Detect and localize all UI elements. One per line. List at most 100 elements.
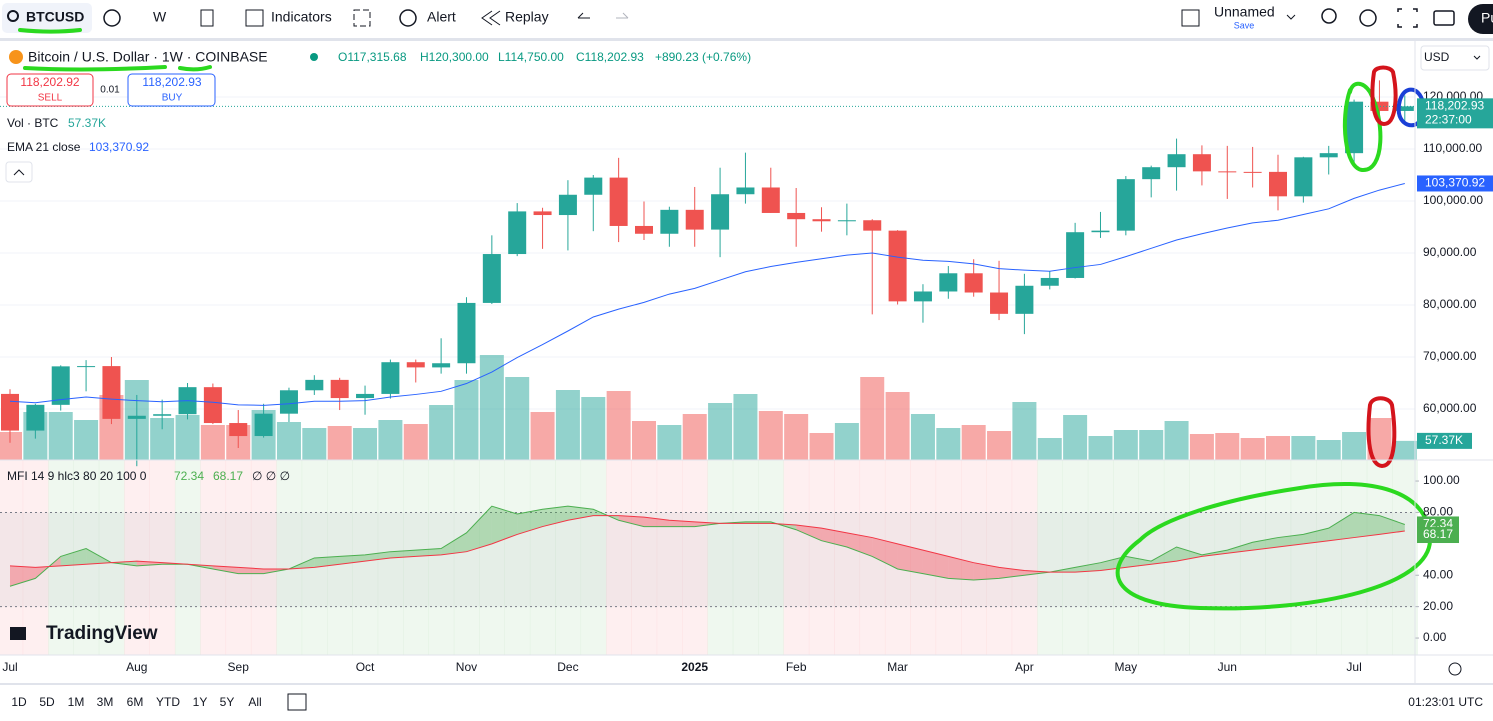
mfi-zone (1163, 460, 1190, 655)
range-button[interactable]: 1Y (193, 695, 208, 709)
y-tick-label: 100,000.00 (1423, 193, 1483, 207)
candle-body (1319, 153, 1338, 158)
volume-bar (353, 428, 378, 460)
candle-body (609, 177, 628, 226)
clock: 01:23:01 UTC (1408, 695, 1483, 709)
symbol-search[interactable] (2, 3, 92, 33)
annotation (23, 65, 212, 72)
y-tick-label: 90,000.00 (1423, 245, 1477, 259)
candle-body (863, 220, 882, 231)
mfi-zone (1366, 460, 1393, 655)
range-button[interactable]: 3M (97, 695, 114, 709)
indicators[interactable]: Indicators (271, 9, 332, 25)
axis-settings[interactable] (1448, 662, 1462, 676)
volume-bar (530, 412, 555, 460)
redo[interactable] (616, 12, 629, 19)
buy-button[interactable] (127, 73, 216, 107)
save[interactable]: Save (1234, 20, 1255, 30)
undo[interactable] (577, 12, 590, 19)
mfi-fill (10, 565, 36, 587)
y-tick-label: 110,000.00 (1423, 141, 1482, 155)
search-icon (7, 10, 19, 22)
mfi-fill (1328, 512, 1355, 541)
mfi-zone (935, 460, 962, 655)
candle-body (1167, 154, 1186, 168)
currency-select[interactable] (1420, 45, 1490, 71)
chart-type[interactable] (200, 9, 214, 27)
logo: TradingView (46, 623, 158, 644)
range-button[interactable]: 5D (39, 695, 55, 709)
mfi-zone (707, 460, 734, 655)
candle-body (254, 413, 273, 437)
volume-bar (733, 394, 758, 460)
volume-legend: Vol · BTC (7, 116, 59, 130)
legend-open: O117,315.68 (338, 50, 407, 64)
toolbar (0, 0, 1493, 38)
publish: Pu (1481, 10, 1493, 26)
candle-body (508, 211, 527, 255)
fullscreen[interactable] (1397, 8, 1418, 28)
candle-body (1040, 277, 1059, 286)
replay[interactable]: Replay (505, 9, 549, 25)
x-tick-label: Nov (456, 660, 477, 674)
mfi_signal-line (9, 515, 1405, 573)
background-layer (0, 96, 1419, 655)
range-button[interactable]: 5Y (220, 695, 235, 709)
layout-icon[interactable] (1181, 9, 1200, 27)
x-tick-label: Oct (356, 660, 375, 674)
volume-bar (936, 428, 961, 460)
date-range[interactable] (287, 693, 307, 711)
ema-label: 103,370.92 (1425, 176, 1485, 190)
range-button[interactable]: All (248, 695, 261, 709)
mfi-zone (149, 460, 176, 655)
volume-bar (1113, 430, 1138, 460)
mfi-zone (910, 460, 937, 655)
templates[interactable] (353, 9, 371, 27)
signal-legend-value: 68.17 (213, 469, 243, 483)
settings[interactable] (1359, 9, 1377, 27)
mfi-zone (986, 460, 1013, 655)
volume-bar (987, 431, 1012, 460)
interval[interactable]: W (153, 9, 167, 25)
mfi-tick-label: 0.00 (1423, 630, 1447, 644)
mfi-zone (276, 460, 303, 655)
candle-body (406, 362, 425, 368)
mfi-fill (846, 532, 873, 557)
candle-body (1015, 285, 1034, 314)
collapse-legend[interactable] (5, 161, 33, 183)
sell-button[interactable] (6, 73, 94, 107)
mfi-zone (327, 460, 353, 655)
volume-bar (555, 390, 580, 460)
layout-dropdown[interactable] (1286, 14, 1296, 20)
publish-button[interactable] (1468, 4, 1493, 34)
range-button[interactable]: 6M (127, 695, 144, 709)
mfi-zone (48, 460, 74, 655)
layout-name[interactable]: Unnamed (1214, 4, 1275, 20)
volume-legend-value: 57.37K (68, 116, 106, 130)
range-button[interactable]: 1M (68, 695, 85, 709)
candle-body (558, 194, 577, 216)
mfi-fill (948, 556, 974, 580)
candle-body (1269, 171, 1287, 197)
alert[interactable]: Alert (427, 9, 456, 25)
buy-price: 118,202.93 (142, 75, 201, 89)
mfi-zone (352, 460, 379, 655)
currency-dropdown (1473, 55, 1481, 60)
mfi-zone (656, 460, 683, 655)
snapshot[interactable] (1433, 10, 1455, 26)
candle-body (711, 194, 730, 230)
annotation (1370, 65, 1398, 127)
quick-search[interactable] (1321, 8, 1337, 24)
range-button[interactable]: YTD (156, 695, 180, 709)
mfi-fill (973, 562, 1000, 580)
ema-line (9, 182, 1405, 406)
mfi-mid-band (0, 512, 1415, 607)
symbol-icon (9, 50, 23, 64)
candle-body (330, 379, 349, 399)
mfi-zone (1341, 460, 1368, 655)
candle-body (1192, 154, 1211, 172)
indicators-icon (245, 9, 264, 27)
range-button[interactable]: 1D (11, 695, 27, 709)
add-symbol[interactable] (103, 9, 121, 27)
